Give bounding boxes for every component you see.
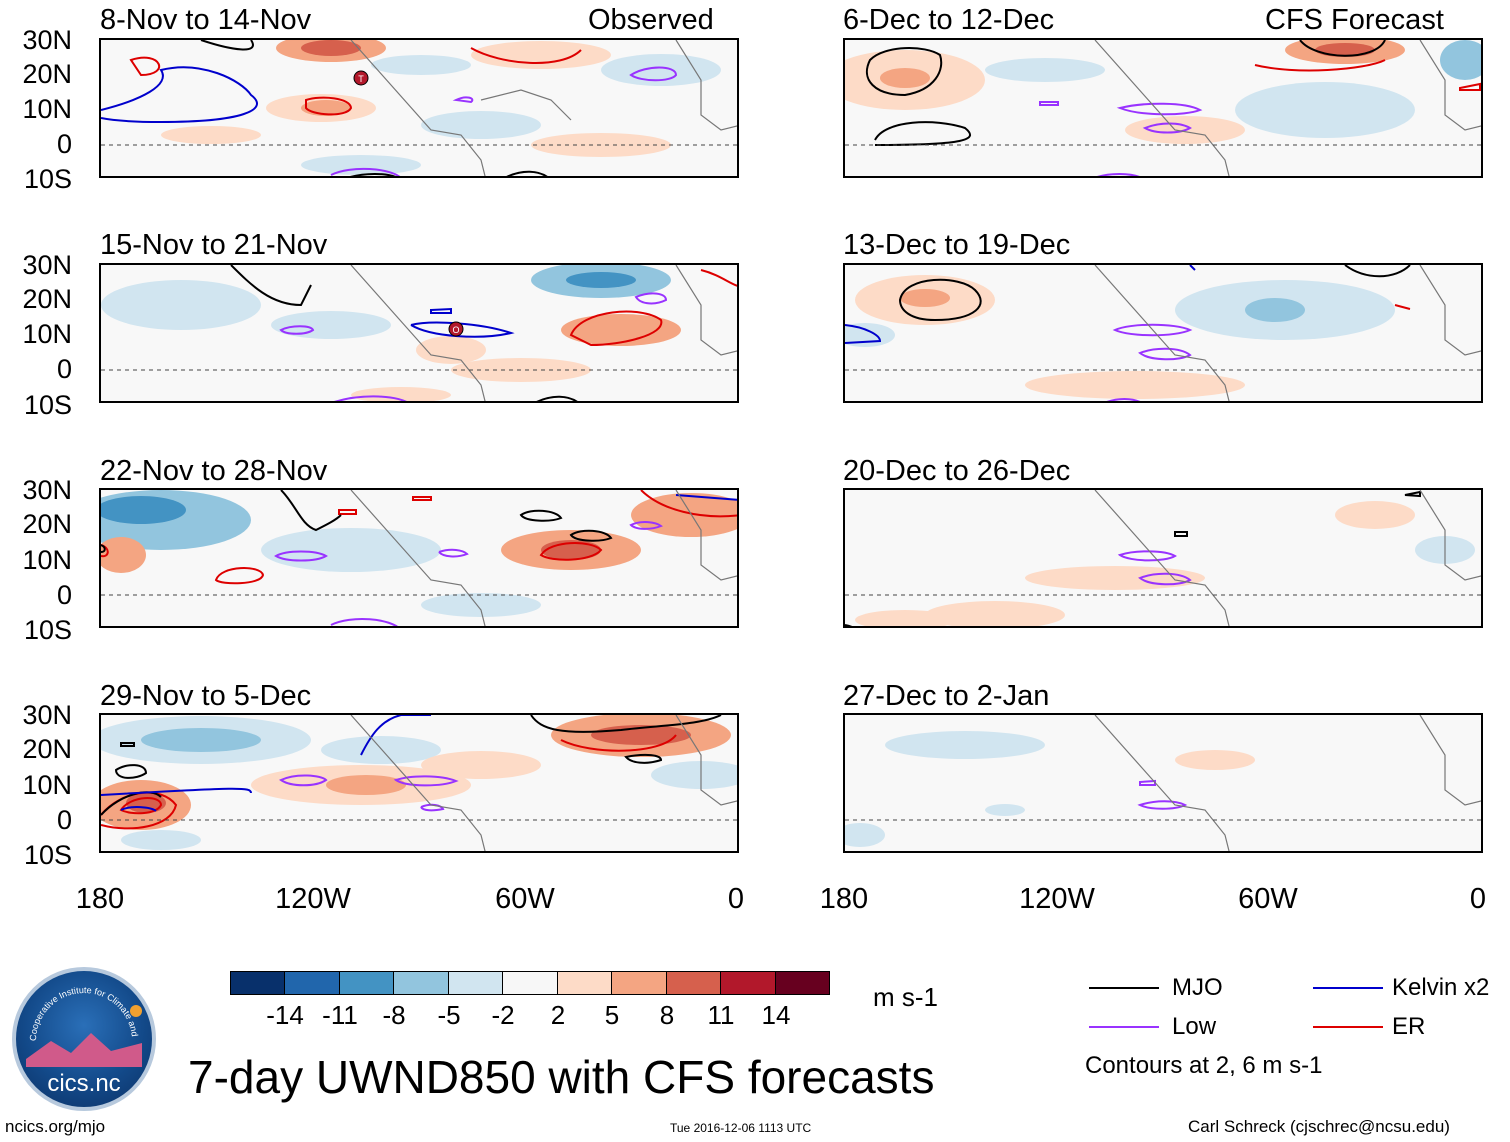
- panel-title: 22-Nov to 28-Nov: [100, 455, 328, 487]
- legend-line-kelvin: [1313, 987, 1383, 989]
- panel-title: 6-Dec to 12-Dec: [843, 4, 1055, 36]
- forecast-map-panel-4: [843, 713, 1483, 853]
- observed-map-panel-3: [99, 488, 739, 628]
- colorbar-tick: 14: [761, 1000, 791, 1030]
- lon-label: 60W: [495, 883, 555, 915]
- observed-map-panel-2: O: [99, 263, 739, 403]
- map-svg: [101, 715, 737, 851]
- lon-label: 0: [1469, 883, 1487, 915]
- colorbar-tick: -5: [437, 1000, 461, 1030]
- lon-label: 180: [75, 883, 125, 915]
- colorbar-swatch: [612, 972, 667, 994]
- lat-label: 30N: [22, 475, 72, 505]
- lat-label: 10S: [23, 164, 72, 194]
- colorbar-tick: -2: [491, 1000, 515, 1030]
- lat-label: 10N: [22, 94, 72, 124]
- lon-label: 180: [819, 883, 869, 915]
- legend-label-mjo: MJO: [1172, 974, 1223, 1001]
- legend-line-low: [1089, 1026, 1159, 1028]
- lon-label: 120W: [1019, 883, 1095, 915]
- lat-label: 0: [56, 129, 72, 159]
- colorbar-tick: 8: [659, 1000, 675, 1030]
- lat-label: 10N: [22, 770, 72, 800]
- observed-label: Observed: [588, 4, 714, 36]
- contours-note: Contours at 2, 6 m s-1: [1085, 1052, 1323, 1079]
- lat-label: 0: [56, 580, 72, 610]
- lat-label: 30N: [22, 700, 72, 730]
- forecast-label: CFS Forecast: [1265, 4, 1444, 36]
- colorbar-tick: 5: [604, 1000, 620, 1030]
- colorbar: [230, 971, 830, 995]
- footer-author: Carl Schreck (cjschrec@ncsu.edu): [1188, 1117, 1450, 1136]
- colorbar-swatch: [448, 972, 504, 994]
- colorbar-tick: 2: [550, 1000, 566, 1030]
- storm-marker: O: [452, 325, 459, 335]
- colorbar-swatch: [666, 972, 722, 994]
- colorbar-swatch: [721, 972, 776, 994]
- legend-label-er: ER: [1392, 1013, 1426, 1040]
- colorbar-tick: -14: [266, 1000, 304, 1030]
- colorbar-swatch: [775, 972, 829, 994]
- forecast-map-panel-3: [843, 488, 1483, 628]
- legend-line-mjo: [1089, 987, 1159, 989]
- colorbar-tick: 11: [707, 1000, 735, 1030]
- panel-title: 13-Dec to 19-Dec: [843, 229, 1071, 261]
- lat-label: 20N: [22, 734, 72, 764]
- storm-marker: T: [358, 74, 364, 84]
- colorbar-tick: -8: [382, 1000, 406, 1030]
- lat-label: 20N: [22, 59, 72, 89]
- panel-title: 20-Dec to 26-Dec: [843, 455, 1071, 487]
- lon-label: 0: [727, 883, 745, 915]
- colorbar-tick: -11: [322, 1000, 358, 1030]
- lat-label: 10S: [23, 615, 72, 645]
- figure-title: 7-day UWND850 with CFS forecasts: [188, 1051, 935, 1103]
- observed-map-panel-1: T: [99, 38, 739, 178]
- lat-label: 10N: [22, 545, 72, 575]
- panel-title: 29-Nov to 5-Dec: [100, 680, 312, 712]
- observed-map-panel-4: [99, 713, 739, 853]
- lat-label: 30N: [22, 250, 72, 280]
- logo-ring-text: Cooperative Institute for Climate and Sa…: [16, 971, 140, 1041]
- panel-title: 27-Dec to 2-Jan: [843, 680, 1050, 712]
- panel-title: 8-Nov to 14-Nov: [100, 4, 312, 36]
- forecast-map-panel-1: [843, 38, 1483, 178]
- legend-label-low: Low: [1172, 1013, 1217, 1040]
- lat-label: 0: [56, 805, 72, 835]
- map-svg: [845, 715, 1481, 851]
- lon-label: 60W: [1238, 883, 1298, 915]
- colorbar-swatch: [503, 972, 558, 994]
- lat-label: 30N: [22, 25, 72, 55]
- cics-logo: Cooperative Institute for Climate and Sa…: [12, 967, 156, 1111]
- logo-text: cics.nc: [47, 1070, 120, 1097]
- legend-line-er: [1313, 1026, 1383, 1028]
- logo-graphic: Cooperative Institute for Climate and Sa…: [16, 971, 142, 1097]
- forecast-map-panel-2: [843, 263, 1483, 403]
- colorbar-swatch: [339, 972, 395, 994]
- map-svg: [101, 490, 737, 626]
- panel-title: 15-Nov to 21-Nov: [100, 229, 328, 261]
- legend-label-kelvin: Kelvin x2: [1392, 974, 1490, 1001]
- footer-url[interactable]: ncics.org/mjo: [5, 1117, 106, 1136]
- colorbar-swatch: [557, 972, 613, 994]
- map-svg: T: [101, 40, 737, 176]
- footer-timestamp: Tue 2016-12-06 1113 UTC: [670, 1121, 812, 1135]
- colorbar-swatch: [285, 972, 340, 994]
- lat-label: 20N: [22, 509, 72, 539]
- map-svg: O: [101, 265, 737, 401]
- colorbar-swatch: [394, 972, 449, 994]
- lat-label: 10N: [22, 319, 72, 349]
- lat-label: 10S: [23, 840, 72, 870]
- map-svg: [845, 40, 1481, 176]
- map-svg: [845, 265, 1481, 401]
- lat-label: 20N: [22, 284, 72, 314]
- svg-text:Cooperative Institute for Clim: Cooperative Institute for Climate and Sa…: [16, 971, 140, 1041]
- colorbar-units: m s-1: [873, 982, 938, 1012]
- colorbar-swatch: [231, 972, 286, 994]
- map-svg: [845, 490, 1481, 626]
- lat-label: 0: [56, 354, 72, 384]
- lat-label: 10S: [23, 390, 72, 420]
- lon-label: 120W: [275, 883, 351, 915]
